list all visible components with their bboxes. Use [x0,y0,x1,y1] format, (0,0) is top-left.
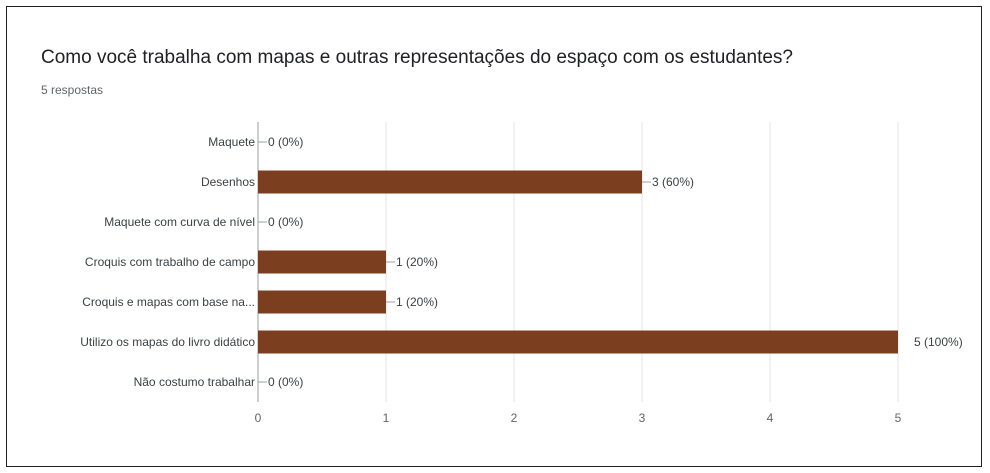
data-label: 3 (60%) [652,175,694,189]
category-label: Croquis com trabalho de campo [85,255,255,269]
category-label: Maquete com curva de nível [104,215,255,229]
bar [258,330,898,354]
data-label: 0 (0%) [268,215,303,229]
x-tick-label: 3 [639,411,646,425]
response-count: 5 respostas [41,83,104,97]
category-label: Maquete [208,135,255,149]
x-tick-label: 0 [255,411,262,425]
chart-title: Como você trabalha com mapas e outras re… [41,47,793,68]
category-label: Não costumo trabalhar [134,375,255,389]
bar [258,170,642,194]
data-label: 1 (20%) [396,295,438,309]
category-label: Desenhos [201,175,255,189]
x-tick-label: 5 [895,411,902,425]
x-tick-label: 1 [383,411,390,425]
bar [258,290,386,314]
bar [258,250,386,274]
category-label: Croquis e mapas com base na... [82,295,255,309]
data-label: 0 (0%) [268,375,303,389]
data-label: 5 (100%) [914,335,963,349]
bar-chart: 0 1 2 3 4 5 Maquete 0 (0%) Desenhos 3 (60%) Maquet… [80,122,963,425]
x-tick-label: 4 [767,411,774,425]
chart-card: Como você trabalha com mapas e outras re… [6,6,982,467]
category-label: Utilizo os mapas do livro didático [80,335,255,349]
x-tick-label: 2 [511,411,518,425]
data-label: 1 (20%) [396,255,438,269]
data-label: 0 (0%) [268,135,303,149]
